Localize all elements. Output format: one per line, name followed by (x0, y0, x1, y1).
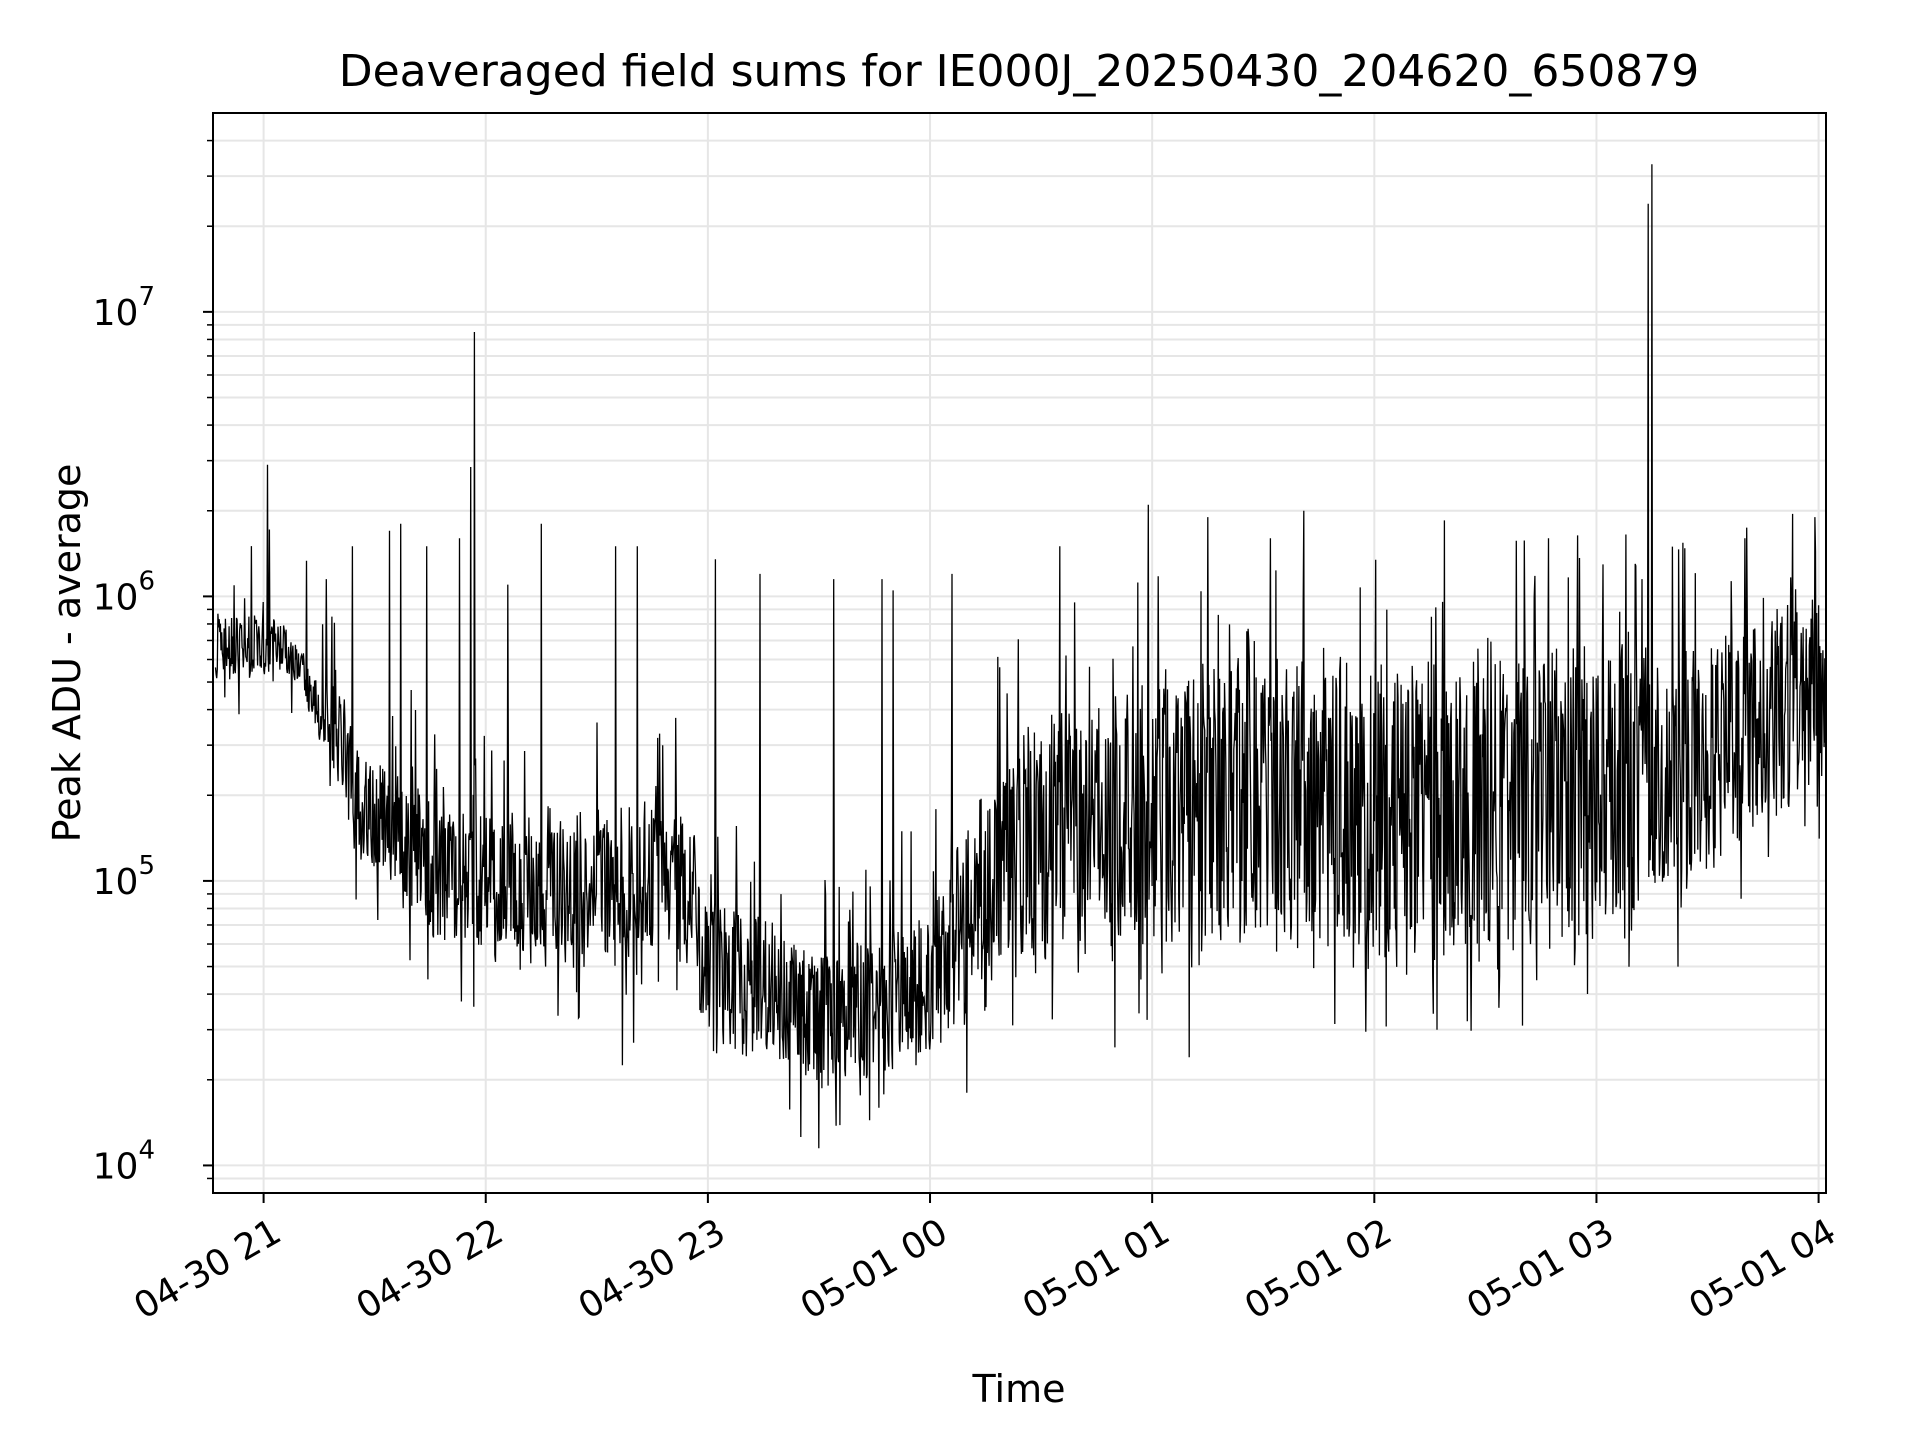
x-tick-label: 05-01 02 (1238, 1211, 1399, 1327)
x-axis-ticks: 04-30 21 04-30 22 04-30 23 05-01 00 05-01 01… (127, 1193, 1843, 1328)
series-line (214, 164, 1827, 1149)
x-tick-label: 05-01 00 (794, 1211, 955, 1327)
x-tick-label: 05-01 04 (1682, 1211, 1843, 1327)
y-axis-ticks: 104 105 106 107 (93, 139, 213, 1187)
y-tick-exponent: 7 (138, 282, 155, 312)
x-tick-label: 04-30 21 (127, 1211, 288, 1327)
y-tick-label: 105 (93, 851, 155, 903)
y-tick-exponent: 6 (138, 566, 155, 596)
plot-layer (214, 164, 1827, 1149)
x-tick-label: 04-30 23 (572, 1211, 733, 1327)
y-tick-label: 107 (93, 282, 155, 334)
x-tick-label: 04-30 22 (350, 1211, 511, 1327)
y-tick-label: 106 (93, 566, 155, 618)
y-axis-label: Peak ADU - average (45, 464, 89, 843)
x-axis-label: Time (972, 1367, 1066, 1411)
x-tick-label: 05-01 01 (1016, 1211, 1177, 1327)
y-tick-exponent: 4 (138, 1135, 155, 1165)
chart-title: Deaveraged field sums for IE000J_2025043… (339, 46, 1700, 97)
y-tick-exponent: 5 (138, 851, 155, 881)
y-tick-label: 104 (93, 1135, 155, 1187)
plot-frame (212, 112, 1827, 1194)
x-tick-label: 05-01 03 (1460, 1211, 1621, 1327)
